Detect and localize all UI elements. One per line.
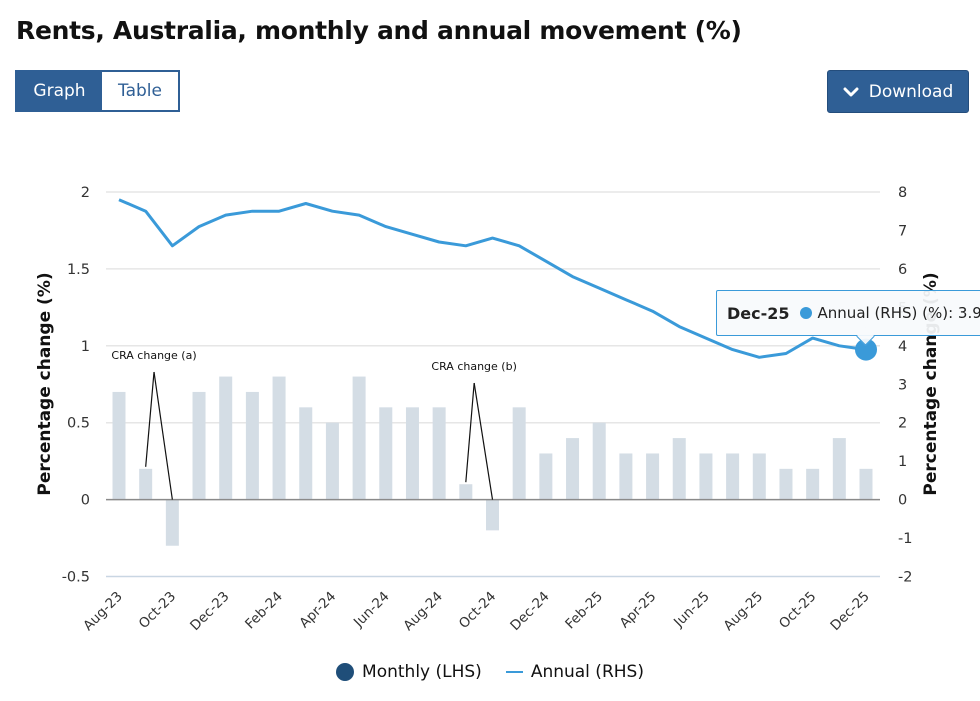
line-marker-icon (505, 671, 523, 673)
highlighted-point[interactable] (855, 338, 877, 361)
monthly-bar[interactable] (112, 391, 126, 500)
circle-marker-icon (336, 663, 355, 681)
left-tick-label: 2 (81, 185, 90, 201)
right-tick-label: 7 (898, 223, 907, 239)
series-dot-icon (799, 307, 812, 319)
right-tick-label: 6 (898, 262, 907, 278)
annotation-leader-line (465, 382, 475, 483)
monthly-bar[interactable] (619, 453, 633, 500)
monthly-bar[interactable] (859, 468, 873, 500)
monthly-bar[interactable] (379, 407, 393, 500)
annotation-cra-a: CRA change (a) (111, 349, 196, 362)
annotation-leader-line (473, 382, 494, 500)
monthly-bar[interactable] (459, 484, 473, 500)
tooltip-label: Annual (RHS) (%): 3.9 (818, 304, 980, 322)
monthly-bar[interactable] (726, 453, 740, 500)
view-toggle: Graph Table (15, 70, 180, 112)
annotations: CRA change (a) CRA change (b) (111, 349, 517, 500)
monthly-bar[interactable] (539, 453, 553, 500)
left-tick-label: 0 (81, 493, 90, 509)
monthly-bar[interactable] (806, 468, 820, 500)
download-button[interactable]: Download (827, 70, 969, 113)
annotation-cra-b: CRA change (b) (431, 360, 516, 373)
monthly-bar[interactable] (299, 407, 313, 500)
right-tick-label: 4 (898, 339, 907, 355)
tooltip: Dec-25 Annual (RHS) (%): 3.9 (716, 290, 980, 346)
monthly-bar[interactable] (592, 422, 606, 500)
x-tick-label: Jun-24 (350, 589, 393, 632)
gridlines (106, 191, 880, 578)
x-tick-label: Oct-23 (136, 589, 179, 632)
monthly-bar[interactable] (699, 453, 713, 500)
legend: Monthly (LHS) Annual (RHS) (0, 662, 980, 682)
legend-annual-label: Annual (RHS) (530, 662, 644, 682)
monthly-bar[interactable] (512, 407, 526, 500)
annual-line[interactable] (118, 198, 867, 359)
legend-monthly-label: Monthly (LHS) (362, 662, 482, 682)
monthly-bar[interactable] (646, 453, 660, 500)
x-tick-label: Aug-25 (721, 589, 767, 635)
left-tick-label: 1 (81, 339, 90, 355)
graph-tab[interactable]: Graph (17, 72, 102, 110)
monthly-bar[interactable] (432, 407, 446, 500)
chart: CRA change (a) CRA change (b) -0.5 0 0.5 1 1… (35, 185, 941, 635)
monthly-bar[interactable] (672, 438, 686, 500)
x-tick-label: Oct-24 (456, 589, 499, 632)
tooltip-value: 3.9 (957, 304, 980, 322)
x-tick-label: Feb-24 (242, 589, 286, 633)
monthly-bars (112, 376, 873, 546)
x-tick-label: Feb-25 (562, 589, 606, 633)
chevron-down-icon (843, 87, 859, 96)
monthly-bar[interactable] (219, 376, 233, 500)
monthly-bar[interactable] (405, 407, 419, 500)
x-axis-ticks: Aug-23 Oct-23 Dec-23 Feb-24 Apr-24 Jun-24 Aug-… (80, 589, 873, 635)
right-tick-label: -2 (898, 570, 912, 586)
monthly-bar[interactable] (752, 453, 766, 500)
download-label: Download (868, 81, 954, 102)
left-tick-label: 0.5 (67, 416, 90, 432)
monthly-bar[interactable] (486, 499, 499, 531)
monthly-bar[interactable] (165, 499, 179, 546)
x-tick-label: Jun-25 (670, 589, 713, 632)
tooltip-date: Dec-25 (727, 303, 790, 323)
x-tick-label: Dec-23 (187, 589, 232, 634)
x-tick-label: Aug-23 (80, 589, 126, 635)
x-tick-label: Apr-24 (296, 589, 339, 632)
x-tick-label: Dec-24 (507, 589, 552, 634)
legend-item-annual[interactable]: Annual (RHS) (505, 662, 644, 682)
monthly-bar[interactable] (192, 391, 206, 500)
right-axis-ticks: -2-1012345678 (898, 185, 912, 586)
left-tick-label: 1.5 (67, 262, 90, 278)
annotation-leader-line (153, 371, 173, 500)
right-tick-label: 2 (898, 416, 907, 432)
tooltip-series-label: Annual (RHS) (%): (817, 304, 958, 322)
monthly-bar[interactable] (779, 468, 793, 500)
annotation-leader-line (145, 371, 155, 467)
right-tick-label: 0 (898, 493, 907, 509)
monthly-bar[interactable] (325, 422, 339, 500)
monthly-bar[interactable] (352, 376, 366, 500)
legend-item-monthly[interactable]: Monthly (LHS) (336, 662, 482, 682)
page-title: Rents, Australia, monthly and annual mov… (16, 16, 742, 45)
monthly-bar[interactable] (566, 438, 580, 500)
monthly-bar[interactable] (272, 376, 286, 500)
monthly-bar[interactable] (245, 391, 259, 500)
x-tick-label: Oct-25 (776, 589, 819, 632)
x-tick-label: Aug-24 (400, 589, 446, 635)
table-tab[interactable]: Table (102, 72, 178, 110)
left-tick-label: -0.5 (62, 570, 90, 586)
monthly-bar[interactable] (139, 468, 153, 500)
x-tick-label: Dec-25 (827, 589, 872, 634)
right-tick-label: -1 (898, 531, 912, 547)
right-tick-label: 3 (898, 377, 907, 393)
right-tick-label: 8 (898, 185, 907, 201)
monthly-bar[interactable] (832, 438, 846, 500)
left-axis-ticks: -0.5 0 0.5 1 1.5 2 (62, 185, 90, 586)
left-axis-title: Percentage change (%) (35, 272, 55, 495)
x-tick-label: Apr-25 (617, 589, 660, 632)
right-tick-label: 1 (898, 454, 907, 470)
